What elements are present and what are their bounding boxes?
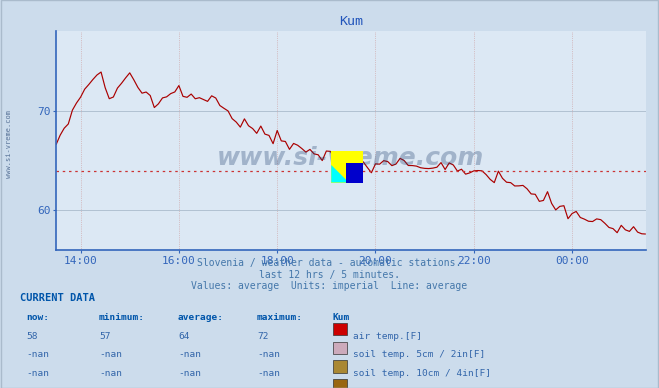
Text: 64: 64 <box>178 332 189 341</box>
Text: soil temp. 10cm / 4in[F]: soil temp. 10cm / 4in[F] <box>353 369 490 378</box>
Polygon shape <box>345 163 363 182</box>
Text: 58: 58 <box>26 332 38 341</box>
Text: -nan: -nan <box>99 350 122 359</box>
Bar <box>331 151 363 182</box>
Text: minimum:: minimum: <box>99 313 145 322</box>
Text: -nan: -nan <box>178 369 201 378</box>
Text: maximum:: maximum: <box>257 313 303 322</box>
Text: www.si-vreme.com: www.si-vreme.com <box>217 146 484 170</box>
Text: Slovenia / weather data - automatic stations.: Slovenia / weather data - automatic stat… <box>197 258 462 268</box>
Title: Kum: Kum <box>339 16 363 28</box>
Text: -nan: -nan <box>257 369 280 378</box>
Text: air temp.[F]: air temp.[F] <box>353 332 422 341</box>
Text: soil temp. 5cm / 2in[F]: soil temp. 5cm / 2in[F] <box>353 350 485 359</box>
Text: Kum: Kum <box>333 313 350 322</box>
Text: CURRENT DATA: CURRENT DATA <box>20 293 95 303</box>
Text: 57: 57 <box>99 332 110 341</box>
Text: www.si-vreme.com: www.si-vreme.com <box>5 109 12 178</box>
Text: last 12 hrs / 5 minutes.: last 12 hrs / 5 minutes. <box>259 270 400 280</box>
Text: -nan: -nan <box>178 350 201 359</box>
Polygon shape <box>331 165 349 182</box>
Text: -nan: -nan <box>99 369 122 378</box>
Text: now:: now: <box>26 313 49 322</box>
Text: 72: 72 <box>257 332 268 341</box>
Text: -nan: -nan <box>26 350 49 359</box>
Text: average:: average: <box>178 313 224 322</box>
Text: Values: average  Units: imperial  Line: average: Values: average Units: imperial Line: av… <box>191 281 468 291</box>
Text: -nan: -nan <box>257 350 280 359</box>
Text: -nan: -nan <box>26 369 49 378</box>
